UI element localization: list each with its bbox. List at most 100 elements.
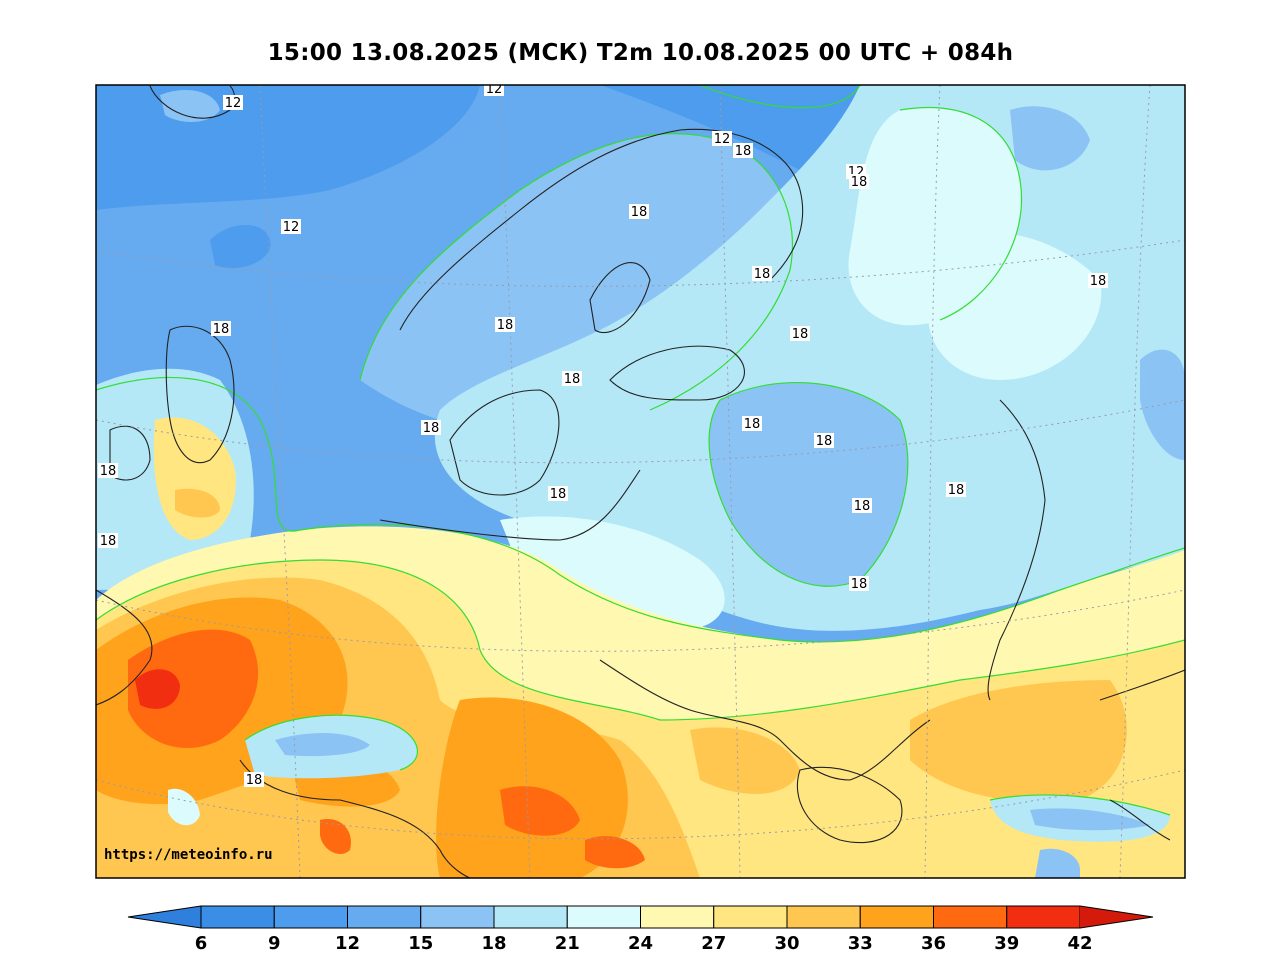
svg-text:18: 18 [631, 205, 648, 220]
colorbar-cell [859, 905, 934, 929]
contour-label: 18 [852, 498, 872, 514]
map-field: 12 12 12 12 12 18 18 18 18 18 18 18 18 1… [96, 82, 1185, 878]
svg-text:18: 18 [1090, 274, 1107, 289]
contour-label: 12 [223, 95, 243, 111]
contour-label: 18 [733, 143, 753, 159]
svg-text:18: 18 [497, 318, 514, 333]
graticule [96, 85, 1185, 878]
patch-21-24-b [928, 232, 1102, 380]
colorbar-tick-label: 42 [1067, 933, 1092, 954]
contour-label: 18 [790, 326, 810, 342]
colorbar-tick-label: 21 [555, 933, 580, 954]
colorbar: 6 9 12 15 18 21 24 27 30 33 36 39 42 [127, 905, 1154, 954]
contour-label: 18 [849, 576, 869, 592]
ukraine-30-33 [690, 727, 800, 794]
east-edge-blob [1140, 349, 1185, 460]
contour-label: 18 [421, 420, 441, 436]
svg-text:18: 18 [754, 267, 771, 282]
contour-label: 18 [752, 266, 772, 282]
balkans-36-39 [500, 786, 580, 836]
svg-text:18: 18 [423, 421, 440, 436]
contour-label: 18 [742, 416, 762, 432]
contour-label: 18 [244, 772, 264, 788]
svg-text:18: 18 [854, 499, 871, 514]
contour-label-group: 12 12 12 12 12 18 18 18 18 18 18 18 18 1… [98, 82, 1108, 788]
contour-label: 18 [946, 482, 966, 498]
armenia-patch [1035, 848, 1080, 878]
caucasus-15-18 [1030, 808, 1150, 831]
contour-label: 12 [484, 82, 504, 97]
contour-label: 18 [849, 174, 869, 190]
patch-21-24-c [500, 516, 725, 630]
svg-text:18: 18 [100, 464, 117, 479]
colorbar-tick-label: 36 [921, 933, 946, 954]
colorbar-cell [640, 905, 715, 929]
svg-text:12: 12 [225, 96, 242, 111]
contour-label: 12 [712, 131, 732, 147]
colorbar-cells [200, 905, 1081, 929]
svg-text:12: 12 [714, 132, 731, 147]
italy-36-39 [320, 819, 351, 855]
colorbar-over-arrow [1080, 906, 1153, 928]
contour-label: 18 [495, 317, 515, 333]
colorbar-cell [933, 905, 1008, 929]
svg-text:18: 18 [564, 372, 581, 387]
colorbar-cell [347, 905, 422, 929]
contour-label: 18 [211, 321, 231, 337]
uk-30-33 [175, 488, 220, 518]
colorbar-under-arrow [128, 906, 201, 928]
coastlines [96, 85, 1185, 878]
map-frame [95, 84, 1186, 879]
contour-label: 18 [1088, 273, 1108, 289]
svg-text:18: 18 [550, 487, 567, 502]
svg-text:18: 18 [948, 483, 965, 498]
watermark-url: https://meteoinfo.ru [104, 847, 273, 863]
cold-pocket [210, 225, 271, 269]
svg-text:18: 18 [816, 434, 833, 449]
colorbar-tick-label: 27 [701, 933, 726, 954]
svg-text:18: 18 [851, 175, 868, 190]
svg-text:18: 18 [100, 534, 117, 549]
colorbar-cell [493, 905, 568, 929]
sardinia-patch [168, 788, 200, 826]
svg-text:18: 18 [246, 773, 263, 788]
colorbar-tick-label: 6 [195, 933, 208, 954]
ne-15-18-blob [1010, 106, 1090, 171]
colorbar-tick-label: 9 [268, 933, 281, 954]
contour-label: 18 [98, 533, 118, 549]
iceland-patch [160, 90, 220, 122]
contour-label: 18 [562, 371, 582, 387]
contour-label: 12 [281, 219, 301, 235]
svg-text:18: 18 [792, 327, 809, 342]
contour-label: 18 [814, 433, 834, 449]
colorbar-cell [566, 905, 641, 929]
colorbar-tick-label: 24 [628, 933, 653, 954]
svg-text:18: 18 [213, 322, 230, 337]
svg-text:12: 12 [283, 220, 300, 235]
colorbar-tick-labels: 6 9 12 15 18 21 24 27 30 33 36 39 42 [195, 933, 1093, 954]
svg-text:18: 18 [735, 144, 752, 159]
colorbar-cell [420, 905, 495, 929]
map-title: 15:00 13.08.2025 (МСК) T2m 10.08.2025 00… [267, 40, 1014, 66]
contour-label: 18 [98, 463, 118, 479]
colorbar-tick-label: 15 [408, 933, 433, 954]
contour-label: 18 [629, 204, 649, 220]
east-15-18-blob [709, 382, 908, 587]
svg-text:12: 12 [486, 82, 503, 97]
colorbar-cell [713, 905, 788, 929]
colorbar-cell [273, 905, 348, 929]
colorbar-tick-label: 39 [994, 933, 1019, 954]
iberia-39-42 [135, 669, 180, 709]
colorbar-cell [1006, 905, 1081, 929]
caspian-30-33 [910, 680, 1127, 803]
iberia-36-39 [128, 629, 259, 749]
colorbar-tick-label: 33 [848, 933, 873, 954]
colorbar-tick-label: 12 [335, 933, 360, 954]
colorbar-cell [200, 905, 275, 929]
contour-label: 18 [548, 486, 568, 502]
svg-text:18: 18 [744, 417, 761, 432]
greece-36-39 [585, 836, 645, 869]
alps-15-18 [275, 733, 370, 757]
colorbar-cell [786, 905, 861, 929]
